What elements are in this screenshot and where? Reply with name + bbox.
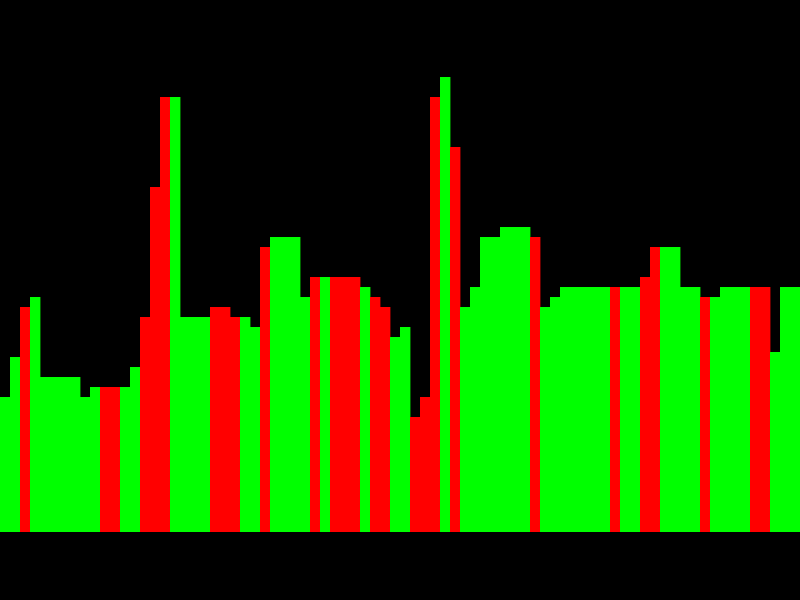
bar-0 bbox=[0, 397, 11, 532]
bar-31 bbox=[310, 277, 321, 532]
bar-39 bbox=[390, 337, 401, 532]
bar-18 bbox=[180, 317, 191, 532]
bar-42 bbox=[420, 397, 431, 532]
bar-63 bbox=[630, 287, 641, 532]
bar-9 bbox=[90, 387, 101, 532]
bar-19 bbox=[190, 317, 201, 532]
bar-47 bbox=[470, 287, 481, 532]
bar-38 bbox=[380, 307, 391, 532]
bar-37 bbox=[370, 297, 381, 532]
bar-43 bbox=[430, 97, 441, 532]
bar-62 bbox=[620, 287, 631, 532]
bar-13 bbox=[130, 367, 141, 532]
bar-77 bbox=[770, 352, 781, 532]
bar-55 bbox=[550, 297, 561, 532]
bar-20 bbox=[200, 317, 211, 532]
bar-35 bbox=[350, 277, 361, 532]
bar-34 bbox=[340, 277, 351, 532]
bar-71 bbox=[710, 297, 721, 532]
bar-group bbox=[0, 77, 800, 532]
bar-36 bbox=[360, 287, 371, 532]
bar-51 bbox=[510, 227, 521, 532]
bar-74 bbox=[740, 287, 751, 532]
bar-45 bbox=[450, 147, 461, 532]
bar-12 bbox=[120, 387, 131, 532]
bar-75 bbox=[750, 287, 761, 532]
bar-16 bbox=[160, 97, 171, 532]
bar-65 bbox=[650, 247, 661, 532]
bar-14 bbox=[140, 317, 151, 532]
bar-54 bbox=[540, 307, 551, 532]
bar-30 bbox=[300, 297, 311, 532]
bar-48 bbox=[480, 237, 491, 532]
bar-7 bbox=[70, 377, 81, 532]
bar-70 bbox=[700, 297, 711, 532]
bar-56 bbox=[560, 287, 571, 532]
bar-11 bbox=[110, 387, 121, 532]
bar-6 bbox=[60, 377, 71, 532]
bar-41 bbox=[410, 417, 421, 532]
bar-60 bbox=[600, 287, 611, 532]
bar-17 bbox=[170, 97, 181, 532]
bar-46 bbox=[460, 307, 471, 532]
bar-4 bbox=[40, 377, 51, 532]
bar-21 bbox=[210, 307, 221, 532]
bar-58 bbox=[580, 287, 591, 532]
bar-23 bbox=[230, 317, 241, 532]
bar-27 bbox=[270, 237, 281, 532]
bar-68 bbox=[680, 287, 691, 532]
bar-32 bbox=[320, 277, 331, 532]
bar-79 bbox=[790, 287, 800, 532]
bar-2 bbox=[20, 307, 31, 532]
bar-76 bbox=[760, 287, 771, 532]
bar-59 bbox=[590, 287, 601, 532]
bar-1 bbox=[10, 357, 21, 532]
bar-52 bbox=[520, 227, 531, 532]
bar-40 bbox=[400, 327, 411, 532]
bar-5 bbox=[50, 377, 61, 532]
bar-50 bbox=[500, 227, 511, 532]
bar-44 bbox=[440, 77, 451, 532]
bar-29 bbox=[290, 237, 301, 532]
bar-33 bbox=[330, 277, 341, 532]
bar-53 bbox=[530, 237, 541, 532]
bar-69 bbox=[690, 287, 701, 532]
bar-22 bbox=[220, 307, 231, 532]
bar-73 bbox=[730, 287, 741, 532]
bar-10 bbox=[100, 387, 111, 532]
bar-61 bbox=[610, 287, 621, 532]
bar-8 bbox=[80, 397, 91, 532]
bar-67 bbox=[670, 247, 681, 532]
bar-78 bbox=[780, 287, 791, 532]
bar-3 bbox=[30, 297, 41, 532]
bar-64 bbox=[640, 277, 651, 532]
bar-24 bbox=[240, 317, 251, 532]
bar-15 bbox=[150, 187, 161, 532]
bar-57 bbox=[570, 287, 581, 532]
bar-28 bbox=[280, 237, 291, 532]
bar-26 bbox=[260, 247, 271, 532]
bar-25 bbox=[250, 327, 261, 532]
bar-66 bbox=[660, 247, 671, 532]
bar-49 bbox=[490, 237, 501, 532]
bar-72 bbox=[720, 287, 731, 532]
